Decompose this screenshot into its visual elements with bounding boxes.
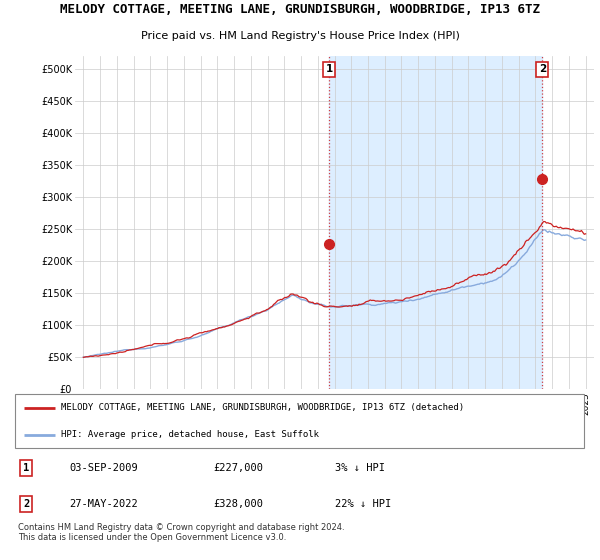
Text: 1: 1	[325, 64, 332, 74]
Text: 22% ↓ HPI: 22% ↓ HPI	[335, 499, 391, 509]
Text: 3% ↓ HPI: 3% ↓ HPI	[335, 463, 385, 473]
Text: 1: 1	[23, 463, 29, 473]
Text: 27-MAY-2022: 27-MAY-2022	[70, 499, 139, 509]
Text: 2: 2	[23, 499, 29, 509]
Text: MELODY COTTAGE, MEETING LANE, GRUNDISBURGH, WOODBRIDGE, IP13 6TZ (detached): MELODY COTTAGE, MEETING LANE, GRUNDISBUR…	[61, 403, 464, 412]
Text: 2: 2	[539, 64, 546, 74]
Text: Contains HM Land Registry data © Crown copyright and database right 2024.
This d: Contains HM Land Registry data © Crown c…	[18, 523, 344, 542]
Text: £328,000: £328,000	[214, 499, 263, 509]
Text: 03-SEP-2009: 03-SEP-2009	[70, 463, 139, 473]
Text: Price paid vs. HM Land Registry's House Price Index (HPI): Price paid vs. HM Land Registry's House …	[140, 30, 460, 40]
Text: £227,000: £227,000	[214, 463, 263, 473]
Text: MELODY COTTAGE, MEETING LANE, GRUNDISBURGH, WOODBRIDGE, IP13 6TZ: MELODY COTTAGE, MEETING LANE, GRUNDISBUR…	[60, 3, 540, 16]
Bar	[329, 56, 542, 389]
Text: HPI: Average price, detached house, East Suffolk: HPI: Average price, detached house, East…	[61, 431, 319, 440]
FancyBboxPatch shape	[15, 394, 584, 449]
